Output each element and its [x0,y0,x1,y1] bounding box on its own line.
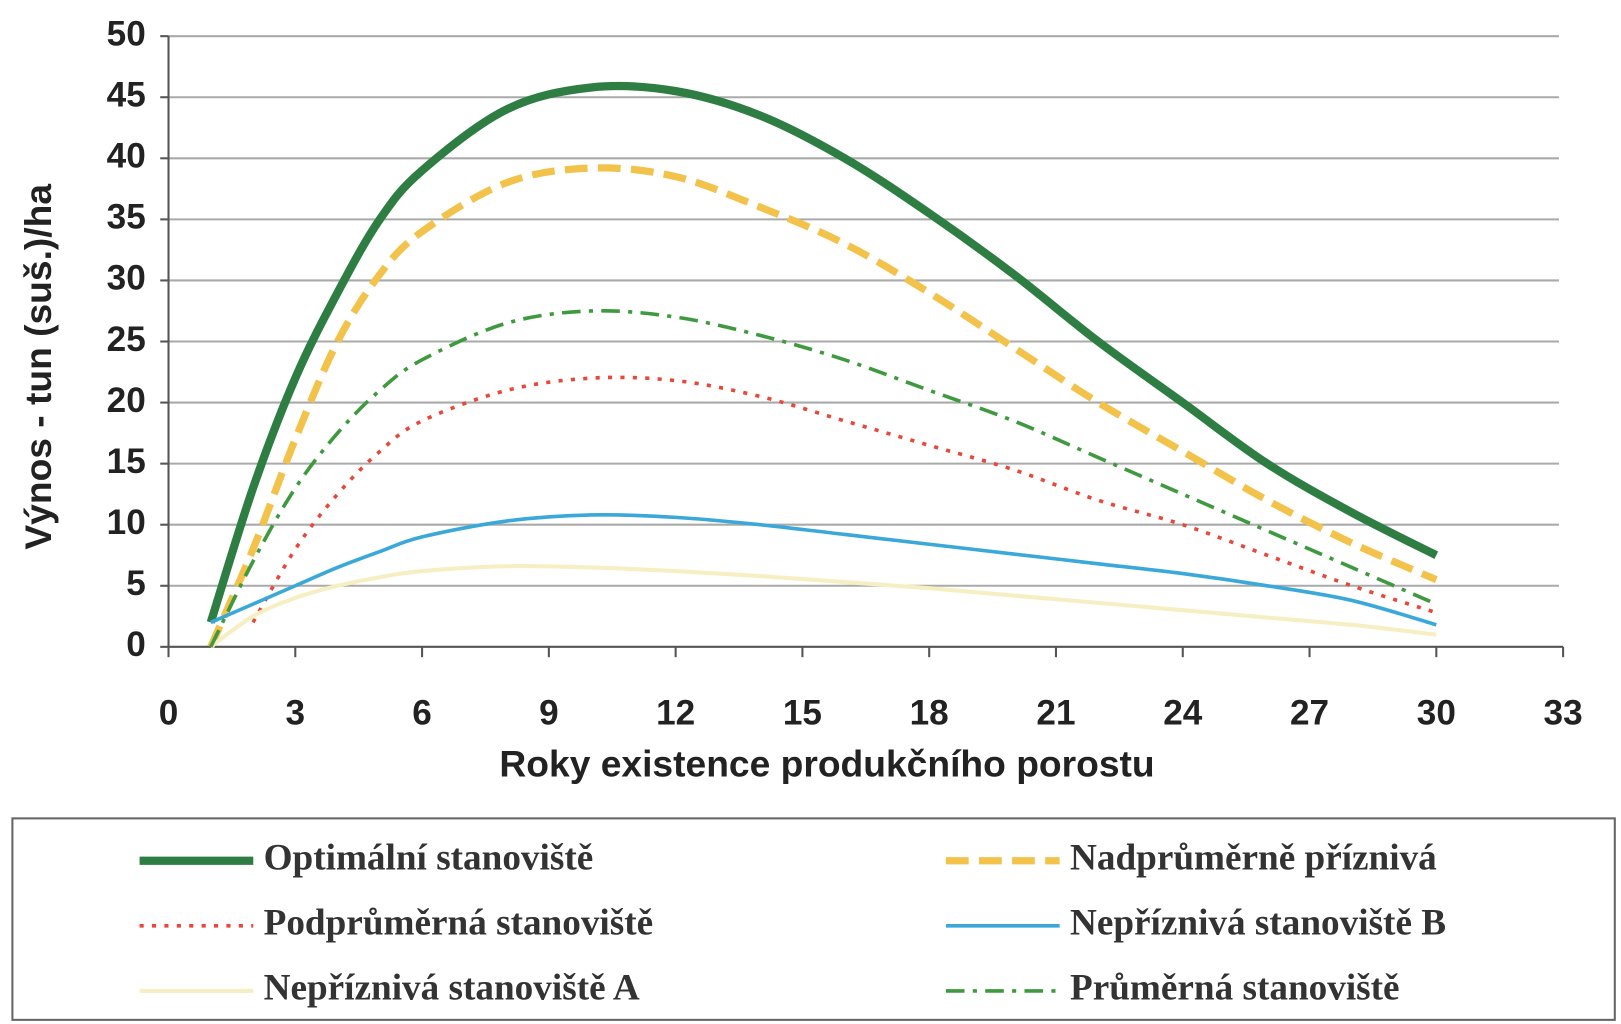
y-tick-label: 5 [126,564,146,603]
x-tick-label: 21 [1036,693,1075,732]
legend-label: Nepříznivá stanoviště B [1070,902,1446,943]
y-tick-label: 50 [107,14,146,53]
y-tick-label: 35 [107,198,146,237]
series-line [206,81,1439,624]
legend-label: Nepříznivá stanoviště A [264,967,640,1008]
legend-label: Optimální stanoviště [264,837,594,878]
legend-box [11,817,1616,1021]
y-axis-title: Výnos - tun (suš.)/ha [17,184,59,550]
y-tick-label: 40 [107,137,146,176]
series-line [207,164,1438,649]
y-tick-label: 20 [107,381,146,420]
x-tick-label: 0 [159,693,179,732]
legend-label: Podprůměrná stanoviště [264,902,654,943]
y-tick-label: 0 [126,625,146,664]
x-tick-label: 27 [1290,693,1329,732]
y-tick-label: 10 [107,503,146,542]
y-tick-label: 25 [107,320,146,359]
x-tick-label: 24 [1163,693,1203,732]
x-tick-label: 30 [1417,693,1456,732]
legend-label: Průměrná stanoviště [1070,967,1400,1008]
x-tick-label: 12 [656,693,695,732]
x-tick-label: 33 [1544,693,1583,732]
x-tick-label: 18 [910,693,949,732]
x-tick-label: 9 [539,693,559,732]
series-line [209,563,1437,649]
y-tick-label: 30 [107,259,146,298]
y-tick-label: 15 [107,442,146,481]
x-tick-label: 6 [412,693,432,732]
series-line [209,308,1438,648]
y-tick-label: 45 [107,76,146,115]
series-line [210,512,1437,627]
legend-label: Nadprůměrně příznivá [1070,837,1437,878]
x-axis-title: Roky existence produkčního porostu [499,743,1154,785]
x-tick-label: 15 [783,693,822,732]
x-tick-label: 3 [286,693,306,732]
